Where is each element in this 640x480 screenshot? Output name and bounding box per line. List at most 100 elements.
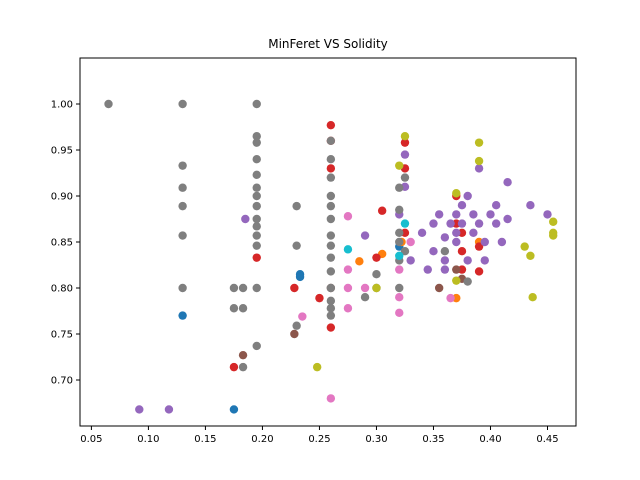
data-point bbox=[229, 362, 239, 372]
data-point bbox=[326, 394, 336, 403]
data-point bbox=[164, 405, 174, 414]
data-point bbox=[372, 283, 381, 293]
data-point bbox=[395, 183, 404, 192]
data-point bbox=[440, 265, 450, 274]
data-point bbox=[520, 242, 529, 251]
axis-ticks: 0.05 0.10 0.15 0.20 0.25 0.30 0.35 0.40 0.45 0.70… bbox=[51, 100, 559, 446]
data-point bbox=[178, 231, 187, 240]
data-point bbox=[290, 329, 299, 339]
y-tick-label: 0.70 bbox=[51, 376, 73, 387]
data-point bbox=[417, 228, 427, 237]
data-point bbox=[526, 201, 535, 210]
data-point bbox=[372, 270, 381, 279]
data-point bbox=[229, 405, 239, 414]
data-point bbox=[474, 164, 484, 173]
data-point bbox=[434, 283, 444, 293]
data-point bbox=[440, 247, 450, 256]
data-point bbox=[400, 132, 410, 141]
data-point bbox=[440, 233, 450, 242]
x-tick-label: 0.15 bbox=[194, 434, 216, 445]
data-point bbox=[252, 201, 261, 211]
data-point bbox=[252, 253, 261, 262]
data-point bbox=[360, 283, 370, 293]
data-point bbox=[474, 138, 484, 147]
data-point bbox=[326, 267, 336, 276]
data-point bbox=[474, 267, 484, 276]
data-point bbox=[429, 247, 438, 256]
data-point bbox=[326, 231, 336, 240]
data-point bbox=[252, 99, 261, 109]
data-point bbox=[326, 253, 336, 262]
data-point bbox=[326, 173, 336, 182]
data-point bbox=[252, 222, 261, 231]
data-point bbox=[463, 277, 472, 286]
data-point bbox=[326, 241, 336, 250]
data-point bbox=[400, 150, 410, 159]
data-point bbox=[343, 304, 353, 313]
data-point bbox=[252, 170, 261, 180]
data-point bbox=[178, 161, 187, 170]
data-point bbox=[360, 231, 370, 240]
data-point bbox=[400, 219, 410, 228]
data-point bbox=[463, 256, 472, 265]
data-point bbox=[343, 265, 353, 274]
data-point bbox=[326, 164, 336, 173]
data-point bbox=[528, 293, 537, 302]
data-point bbox=[452, 237, 461, 247]
data-point bbox=[326, 323, 336, 332]
data-point bbox=[372, 253, 381, 262]
data-point bbox=[452, 276, 461, 285]
data-point bbox=[406, 256, 415, 265]
data-point bbox=[503, 178, 512, 187]
data-point bbox=[543, 210, 552, 219]
data-point bbox=[238, 283, 248, 293]
data-point bbox=[446, 219, 455, 228]
data-point bbox=[395, 237, 404, 247]
data-point bbox=[440, 256, 450, 265]
data-point bbox=[252, 283, 261, 293]
data-point bbox=[480, 237, 489, 247]
data-point bbox=[480, 256, 489, 265]
data-point bbox=[446, 293, 455, 303]
data-point bbox=[326, 136, 336, 145]
data-point bbox=[290, 283, 299, 293]
data-point bbox=[135, 405, 144, 414]
data-point bbox=[395, 205, 404, 214]
data-point bbox=[395, 293, 404, 302]
data-point bbox=[400, 173, 410, 182]
x-tick-label: 0.40 bbox=[479, 434, 501, 445]
x-tick-label: 0.30 bbox=[365, 434, 387, 445]
data-point bbox=[395, 161, 404, 170]
data-point bbox=[343, 245, 353, 254]
data-point bbox=[292, 241, 301, 250]
data-point bbox=[326, 155, 336, 164]
data-point bbox=[355, 257, 364, 266]
data-point bbox=[252, 241, 261, 250]
x-tick-label: 0.35 bbox=[422, 434, 444, 445]
data-point bbox=[229, 283, 239, 293]
chart-title: MinFeret VS Solidity bbox=[268, 37, 388, 51]
data-point bbox=[549, 231, 558, 240]
data-point bbox=[292, 201, 301, 211]
data-point bbox=[429, 219, 438, 228]
y-tick-label: 0.95 bbox=[51, 146, 73, 157]
data-point bbox=[423, 265, 432, 274]
data-point bbox=[252, 231, 261, 240]
data-point bbox=[491, 219, 501, 228]
data-point bbox=[326, 296, 336, 306]
plot-frame bbox=[79, 57, 577, 427]
data-point bbox=[474, 156, 484, 166]
data-point bbox=[395, 283, 404, 293]
data-point bbox=[526, 251, 535, 260]
data-point bbox=[326, 311, 336, 320]
data-point bbox=[315, 293, 324, 303]
data-point bbox=[474, 242, 484, 251]
data-point bbox=[434, 210, 444, 219]
data-point bbox=[503, 214, 512, 224]
data-point bbox=[298, 312, 307, 321]
data-point bbox=[238, 350, 248, 360]
data-point bbox=[463, 191, 472, 201]
data-point bbox=[469, 228, 478, 237]
data-point bbox=[312, 362, 322, 372]
data-point bbox=[457, 201, 467, 210]
